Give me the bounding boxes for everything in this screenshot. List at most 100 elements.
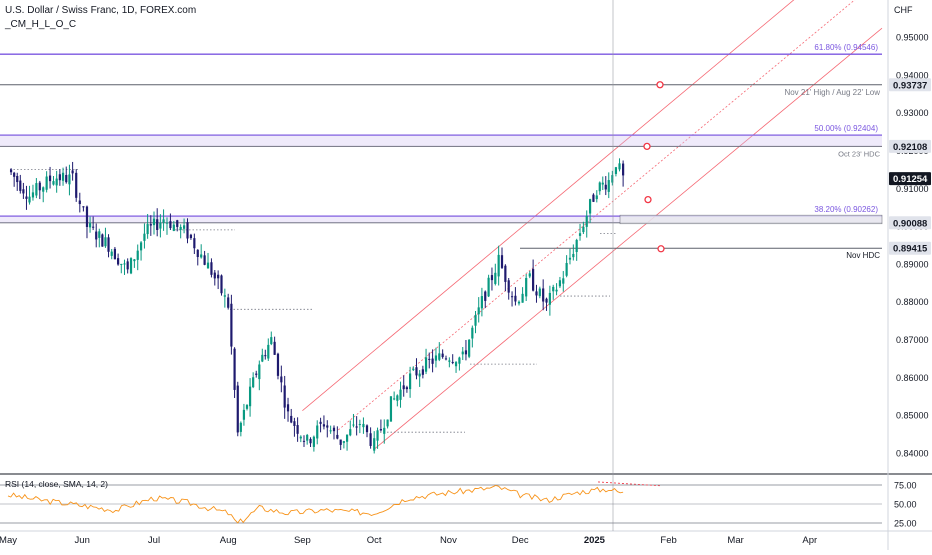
candle-body	[309, 438, 312, 444]
candle-body	[176, 220, 179, 227]
candle-body	[239, 422, 242, 432]
candle-body	[383, 427, 386, 434]
candle-body	[514, 295, 517, 302]
candle-body	[558, 280, 562, 287]
candle-body	[172, 224, 175, 231]
candle-body	[464, 350, 468, 355]
candle-body	[362, 423, 365, 428]
candle-body	[107, 237, 110, 252]
candle-body	[95, 231, 98, 240]
candle-body	[595, 195, 598, 200]
candle-body	[230, 303, 233, 347]
candle-body	[42, 187, 45, 192]
price-badge	[889, 172, 931, 186]
candle-body	[349, 429, 352, 436]
candle-body	[236, 385, 239, 433]
price-badge	[889, 216, 931, 230]
candle-body	[248, 386, 252, 407]
candle-body	[162, 219, 165, 223]
candle-body	[182, 225, 186, 229]
y-tick-label: 0.93000	[896, 108, 929, 118]
candle-body	[193, 238, 196, 249]
candle-body	[149, 224, 152, 226]
candle-body	[152, 218, 156, 226]
candle-body	[542, 288, 545, 302]
candle-body	[373, 438, 376, 451]
channel-upper-line	[302, 0, 795, 411]
candle-body	[312, 436, 315, 447]
candle-body	[618, 163, 621, 170]
y-tick-label: 0.86000	[896, 373, 929, 383]
candle-body	[607, 180, 610, 192]
candle-body	[369, 433, 372, 446]
candle-body	[468, 339, 471, 357]
price-badge-label: 0.92108	[893, 142, 927, 153]
candle-body	[474, 315, 477, 326]
candle-body	[210, 262, 213, 275]
rsi-tick-label: 75.00	[894, 481, 917, 491]
candle-body	[604, 184, 607, 190]
candle-body	[258, 364, 261, 380]
candle-body	[614, 167, 618, 174]
candle-body	[517, 301, 521, 304]
candle-body	[129, 258, 133, 274]
level-zone	[0, 216, 882, 223]
candle-body	[552, 286, 555, 292]
candle-body	[299, 436, 302, 439]
candle-body	[139, 242, 143, 251]
candle-body	[332, 427, 336, 432]
candle-body	[293, 421, 296, 426]
candle-body	[159, 222, 162, 229]
candle-body	[424, 357, 428, 372]
candle-body	[572, 253, 575, 258]
candle-body	[242, 409, 246, 420]
candle-body	[48, 175, 52, 182]
x-tick-label: Feb	[660, 535, 676, 546]
y-tick-label: 0.84000	[896, 449, 929, 459]
level-marker	[656, 81, 664, 89]
candle-body	[189, 234, 193, 239]
candle-body	[123, 263, 126, 265]
candle-body	[319, 421, 322, 424]
candle-body	[535, 291, 538, 296]
level-zone-box	[619, 214, 883, 225]
candle-body	[264, 355, 267, 357]
candle-body	[267, 344, 270, 359]
rsi-label: RSI (14, close, SMA, 14, 2)	[5, 479, 108, 489]
candle-body	[402, 385, 405, 390]
candle-body	[326, 425, 329, 428]
rsi-line	[7, 485, 624, 524]
rsi-tick-label: 25.00	[894, 519, 917, 529]
y-tick-label: 0.94000	[896, 70, 929, 80]
x-tick-label: Apr	[802, 535, 817, 546]
candle-body	[16, 175, 19, 183]
candle-body	[120, 263, 123, 265]
candle-body	[261, 354, 264, 362]
candle-body	[58, 174, 61, 181]
candle-body	[454, 362, 458, 367]
fib-level-label: 50.00% (0.92404)	[814, 124, 878, 133]
candle-body	[227, 297, 230, 308]
candle-body	[213, 272, 216, 279]
x-tick-label: 2025	[584, 535, 606, 546]
candle-body	[548, 292, 551, 305]
candle-body	[55, 178, 58, 186]
candle-body	[494, 272, 497, 284]
candle-body	[169, 221, 172, 229]
fib-level-label: 38.20% (0.90262)	[814, 205, 878, 214]
candle-body	[477, 307, 480, 315]
candle-body	[113, 248, 117, 260]
candle-body	[104, 237, 107, 247]
candle-body	[497, 254, 500, 277]
candle-body	[110, 251, 113, 256]
price-badge	[889, 139, 931, 153]
price-badge-label: 0.91254	[893, 174, 928, 185]
candle-body	[273, 341, 276, 355]
channel-lower-line	[373, 27, 883, 450]
candle-body	[270, 337, 273, 345]
candle-body	[52, 181, 55, 185]
indicator-label: _CM_H_L_O_C	[5, 19, 77, 30]
candle-body	[200, 254, 203, 258]
